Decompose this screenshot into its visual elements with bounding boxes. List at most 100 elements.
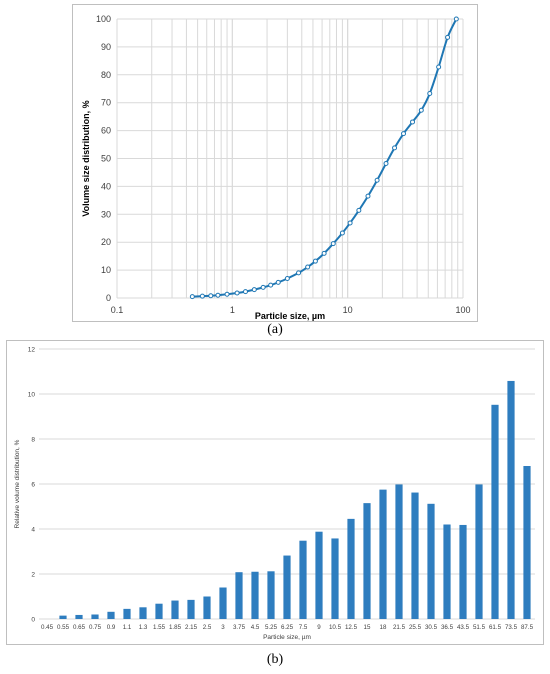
- bar: [427, 503, 435, 619]
- bar: [379, 489, 387, 619]
- bar: [235, 572, 243, 619]
- x-tick-label: 12.5: [345, 624, 358, 631]
- data-point: [224, 291, 230, 297]
- x-tick-label: 1.85: [169, 624, 182, 631]
- x-axis-title: Particle size, µm: [263, 634, 311, 641]
- bar: [91, 614, 99, 619]
- y-tick-label: 100: [96, 14, 111, 24]
- y-tick-label: 70: [101, 98, 111, 108]
- x-tick-label: 4.5: [251, 624, 260, 631]
- bar: [315, 531, 323, 619]
- data-point: [312, 258, 318, 264]
- data-point: [268, 282, 274, 288]
- y-tick-label: 0: [106, 293, 111, 303]
- data-point: [401, 131, 407, 137]
- x-tick-label: 2.5: [203, 624, 212, 631]
- y-axis-title: Relative volume distribution, %: [14, 439, 21, 528]
- x-tick-label: 2.15: [185, 624, 198, 631]
- relative-distribution-chart: 0 2 4 6 8 10 12 0.45 0.55 0.65 0.75 0.9 1.1 1.3 1.55 1.…: [14, 347, 535, 641]
- data-point: [374, 177, 380, 183]
- x-tick-label: 43.5: [457, 624, 470, 631]
- bar: [363, 503, 371, 619]
- bar: [203, 596, 211, 619]
- x-tick-label: 1.3: [139, 624, 148, 631]
- y-tick-label: 2: [31, 572, 35, 579]
- data-point: [208, 293, 214, 299]
- x-tick-label: 25.5: [409, 624, 422, 631]
- data-point: [321, 250, 327, 256]
- x-axis-title: Particle size, µm: [255, 311, 325, 321]
- data-point: [189, 294, 195, 300]
- data-point: [347, 220, 353, 226]
- y-tick-label: 10: [28, 392, 36, 399]
- cumulative-distribution-chart: 0 10 20 30 40 50 60 70 80 90 100 0.1 1 10 100 Particle …: [81, 14, 471, 321]
- data-point: [251, 287, 257, 293]
- data-point: [242, 289, 248, 295]
- bar: [75, 614, 83, 619]
- y-tick-label: 90: [101, 42, 111, 52]
- x-tick-label: 0.45: [41, 624, 54, 631]
- data-point: [305, 264, 311, 270]
- bar: [459, 524, 467, 619]
- y-tick-label: 10: [101, 265, 111, 275]
- y-tick-label: 30: [101, 209, 111, 219]
- data-point: [392, 145, 398, 151]
- bar: [443, 524, 451, 619]
- y-tick-label: 20: [101, 237, 111, 247]
- data-point: [436, 64, 442, 70]
- bar: [331, 538, 339, 619]
- bar: [411, 492, 419, 619]
- y-tick-label: 50: [101, 154, 111, 164]
- cumulative-chart-panel: 0 10 20 30 40 50 60 70 80 90 100 0.1 1 10 100 Particle …: [72, 4, 478, 322]
- y-axis-title: Volume size distribution, %: [81, 100, 91, 216]
- plot-b: 0 2 4 6 8 10 12 0.45 0.55 0.65 0.75 0.9 1.1 1.3 1.55 1.…: [14, 347, 535, 641]
- x-tick-label: 3: [221, 624, 225, 631]
- x-tick-label: 36.5: [441, 624, 454, 631]
- bar: [507, 380, 515, 619]
- caption-a: (a): [267, 322, 283, 337]
- y-tick-label: 4: [31, 527, 35, 534]
- y-tick-label: 6: [31, 482, 35, 489]
- x-tick-label: 21.5: [393, 624, 406, 631]
- caption-b: (b): [266, 652, 284, 667]
- y-tick-label: 12: [28, 347, 36, 354]
- bar: [283, 555, 291, 619]
- bar: [251, 571, 259, 619]
- y-tick-label: 0: [31, 617, 35, 624]
- data-point: [453, 16, 459, 22]
- data-point: [284, 275, 290, 281]
- y-tick-label: 8: [31, 437, 35, 444]
- x-tick-label: 0.55: [57, 624, 70, 631]
- x-tick-label: 87.5: [521, 624, 534, 631]
- bar: [155, 603, 163, 619]
- x-tick-label: 61.5: [489, 624, 502, 631]
- bar: [187, 599, 195, 619]
- data-point: [383, 161, 389, 167]
- data-point: [330, 241, 336, 247]
- x-tick-label: 30.5: [425, 624, 438, 631]
- x-tick-label: 0.1: [111, 305, 124, 315]
- data-point: [427, 90, 433, 96]
- x-tick-label: 5.25: [265, 624, 278, 631]
- x-tick-label: 6.25: [281, 624, 294, 631]
- x-tick-label: 100: [455, 305, 470, 315]
- data-point: [296, 270, 302, 276]
- bar: [347, 518, 355, 619]
- data-point: [339, 230, 345, 236]
- x-tick-label: 0.65: [73, 624, 86, 631]
- x-tick-label: 7.5: [299, 624, 308, 631]
- x-tick-label: 0.9: [107, 624, 116, 631]
- bar: [123, 608, 131, 619]
- data-point: [356, 207, 362, 213]
- data-point: [199, 293, 205, 299]
- data-point: [410, 119, 416, 125]
- x-tick-label: 18: [380, 624, 387, 631]
- bar: [491, 404, 499, 619]
- data-point: [418, 107, 424, 113]
- bar: [107, 611, 115, 619]
- plot-a: 0 10 20 30 40 50 60 70 80 90 100 0.1 1 10 100 Particle …: [81, 14, 471, 321]
- x-tick-label: 1: [230, 305, 235, 315]
- data-point: [234, 290, 240, 296]
- bar: [395, 484, 403, 619]
- x-tick-label: 51.5: [473, 624, 486, 631]
